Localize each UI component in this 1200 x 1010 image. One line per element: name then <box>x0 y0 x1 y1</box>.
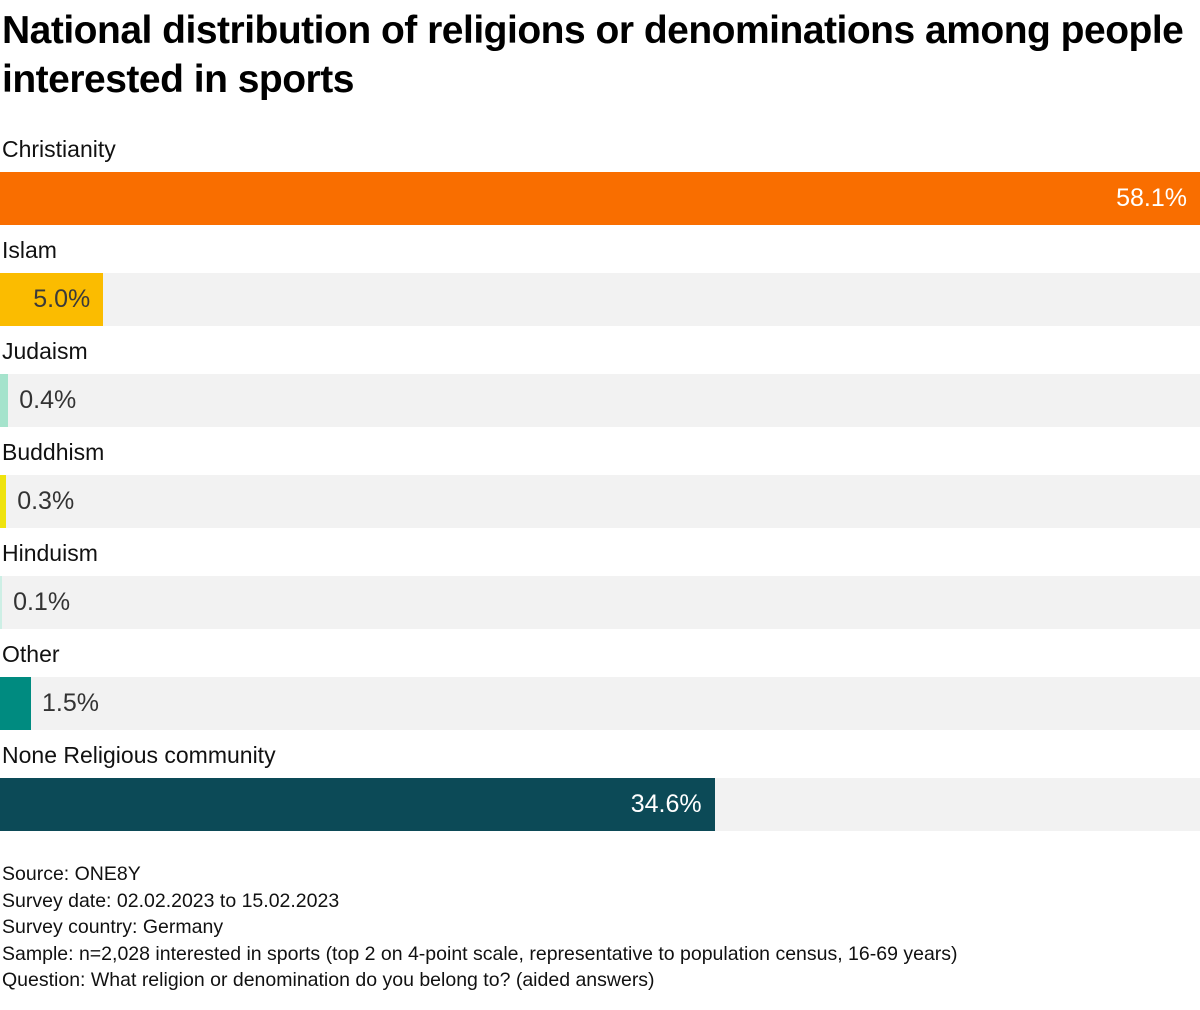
chart-row: Hinduism 0.1% <box>0 538 1200 629</box>
bar-fill: 58.1% <box>0 172 1200 225</box>
bar-value-label: 0.4% <box>19 386 77 414</box>
bar-value-label: 1.5% <box>41 689 99 717</box>
category-label: Judaism <box>2 338 88 364</box>
bar-track: 5.0% <box>0 273 1200 326</box>
bar-value-label: 5.0% <box>33 285 91 313</box>
chart-title: National distribution of religions or de… <box>2 9 1184 101</box>
bar-value-label: 58.1% <box>1116 184 1187 212</box>
chart-row: Islam 5.0% <box>0 235 1200 326</box>
sample-line: Sample: n=2,028 interested in sports (to… <box>2 942 958 965</box>
chart-row: Judaism 0.4% <box>0 336 1200 427</box>
bar-fill <box>0 677 31 730</box>
bar-value-label: 0.3% <box>17 487 75 515</box>
bar-track: 1.5% <box>0 677 1200 730</box>
bar-fill: 5.0% <box>0 273 104 326</box>
chart-row: Christianity 58.1% <box>0 134 1200 225</box>
chart-row: Buddhism 0.3% <box>0 437 1200 528</box>
bar-track: 0.1% <box>0 576 1200 629</box>
category-label: Christianity <box>2 136 116 162</box>
bar-fill: 34.6% <box>0 778 715 831</box>
category-label: Other <box>2 641 60 667</box>
survey-date-line: Survey date: 02.02.2023 to 15.02.2023 <box>2 889 340 912</box>
bar-track: 34.6% <box>0 778 1200 831</box>
category-label: None Religious community <box>2 742 276 768</box>
bar-value-label: 0.1% <box>13 588 71 616</box>
bar-track: 58.1% <box>0 172 1200 225</box>
bar-fill <box>0 475 7 528</box>
category-label: Hinduism <box>2 540 98 566</box>
bar-track: 0.3% <box>0 475 1200 528</box>
bar-value-label: 34.6% <box>630 790 702 818</box>
bar-chart: Christianity 58.1% Islam 5.0% Judaism 0.4% Bud… <box>0 134 1200 831</box>
chart-footnotes: Source: ONE8Y Survey date: 02.02.2023 to… <box>2 861 1200 994</box>
category-label: Islam <box>2 237 57 263</box>
question-line: Question: What religion or denomination … <box>2 969 655 991</box>
infographic-page: National distribution of religions or de… <box>0 6 1200 1010</box>
bar-track: 0.4% <box>0 374 1200 427</box>
chart-row: None Religious community 34.6% <box>0 740 1200 831</box>
survey-country-line: Survey country: Germany <box>2 916 224 938</box>
bar-fill <box>0 374 9 427</box>
source-line: Source: ONE8Y <box>2 863 141 885</box>
category-label: Buddhism <box>2 439 105 465</box>
bar-fill <box>0 576 3 629</box>
chart-row: Other 1.5% <box>0 639 1200 730</box>
